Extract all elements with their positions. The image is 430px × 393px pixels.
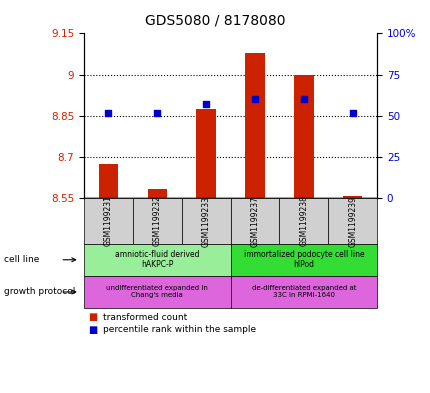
- Point: [251, 96, 258, 103]
- Point: [105, 110, 112, 116]
- Text: GSM1199238: GSM1199238: [299, 196, 307, 246]
- Bar: [147, 189, 167, 198]
- Text: cell line: cell line: [4, 255, 40, 264]
- Text: GSM1199233: GSM1199233: [201, 196, 210, 246]
- Text: GSM1199231: GSM1199231: [104, 196, 113, 246]
- Point: [348, 110, 355, 116]
- Text: GSM1199237: GSM1199237: [250, 196, 259, 246]
- Text: undifferentiated expanded in
Chang's media: undifferentiated expanded in Chang's med…: [106, 285, 208, 299]
- Text: GDS5080 / 8178080: GDS5080 / 8178080: [145, 14, 285, 28]
- Point: [202, 101, 209, 108]
- Text: transformed count: transformed count: [103, 313, 187, 321]
- Text: de-differentiated expanded at
33C in RPMI-1640: de-differentiated expanded at 33C in RPM…: [251, 285, 355, 299]
- Text: immortalized podocyte cell line
hIPod: immortalized podocyte cell line hIPod: [243, 250, 363, 270]
- Text: amniotic-fluid derived
hAKPC-P: amniotic-fluid derived hAKPC-P: [115, 250, 199, 270]
- Bar: [245, 53, 264, 198]
- Point: [154, 110, 160, 116]
- Bar: [98, 164, 118, 198]
- Bar: [293, 75, 313, 198]
- Bar: [196, 109, 215, 198]
- Text: GSM1199232: GSM1199232: [153, 196, 161, 246]
- Bar: [342, 196, 362, 198]
- Text: percentile rank within the sample: percentile rank within the sample: [103, 325, 256, 334]
- Text: growth protocol: growth protocol: [4, 288, 76, 296]
- Text: GSM1199239: GSM1199239: [347, 196, 356, 246]
- Text: ■: ■: [88, 325, 97, 335]
- Text: ■: ■: [88, 312, 97, 322]
- Point: [300, 96, 307, 103]
